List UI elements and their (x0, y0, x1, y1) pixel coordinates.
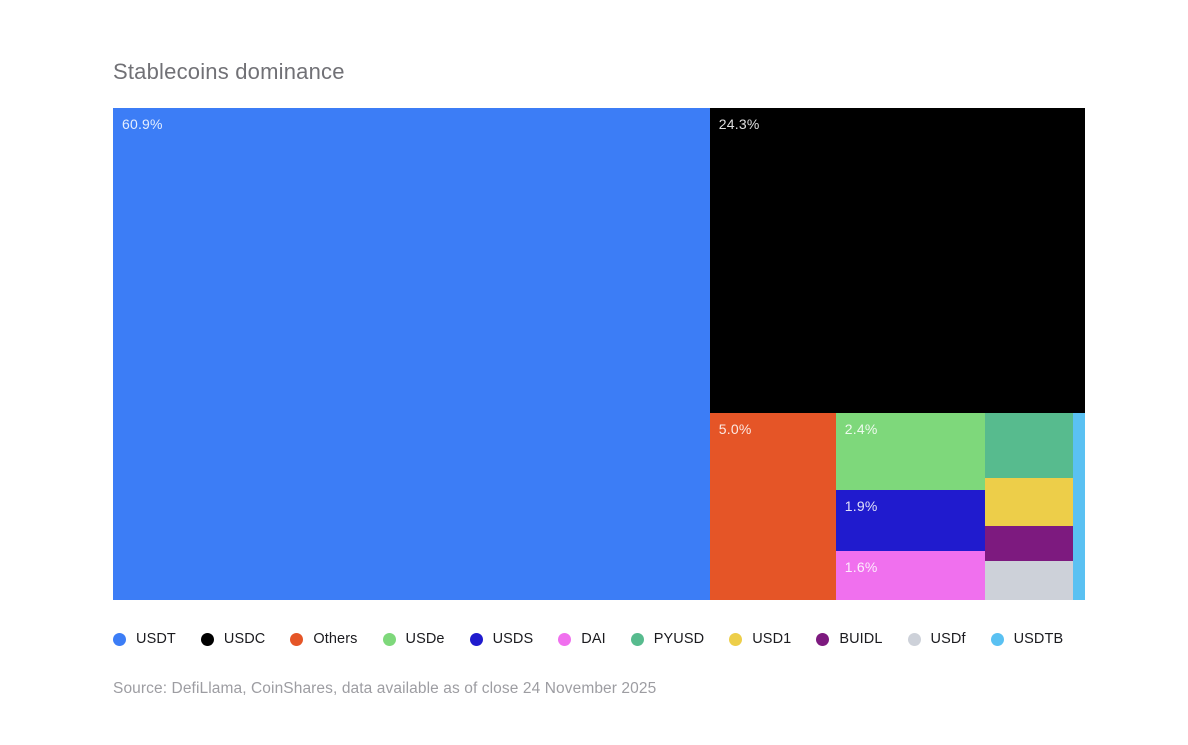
legend-label: PYUSD (653, 631, 705, 647)
legend-item-usdc[interactable]: USDC (200, 631, 266, 647)
legend-dot-icon (630, 632, 644, 646)
tile-value-label: 5.0% (718, 421, 752, 438)
tile-value-label: 1.9% (844, 498, 878, 515)
legend-dot-icon (290, 632, 304, 646)
legend-label: USD1 (752, 631, 792, 647)
source-caption: Source: DefiLlama, CoinShares, data avai… (113, 680, 657, 697)
legend-item-usds[interactable]: USDS (469, 631, 534, 647)
legend-dot-icon (469, 632, 483, 646)
tile-value-label: 1.6% (844, 559, 878, 576)
legend-item-pyusd[interactable]: PYUSD (630, 631, 705, 647)
chart-title: Stablecoins dominance (113, 59, 345, 84)
legend-item-usdt[interactable]: USDT (113, 631, 176, 647)
treemap-tile-others[interactable]: 5.0% (709, 413, 836, 600)
legend-item-usdf[interactable]: USDf (907, 631, 966, 647)
legend-item-usde[interactable]: USDe (382, 631, 445, 647)
treemap-tile-pyusd[interactable] (984, 413, 1073, 478)
legend-label: USDTB (1013, 631, 1064, 647)
legend-label: USDC (223, 631, 266, 647)
legend-dot-icon (990, 632, 1004, 646)
treemap-tile-usde[interactable]: 2.4% (835, 413, 985, 491)
treemap-tile-dai[interactable]: 1.6% (835, 551, 985, 600)
tile-value-label: 2.4% (844, 421, 878, 438)
legend-dot-icon (382, 632, 396, 646)
legend-label: Others (313, 631, 358, 647)
legend-label: DAI (581, 631, 606, 647)
treemap-tile-usdc[interactable]: 24.3% (709, 108, 1085, 414)
legend-item-dai[interactable]: DAI (558, 631, 606, 647)
legend-label: USDS (492, 631, 534, 647)
legend-dot-icon (907, 632, 921, 646)
treemap-tile-usd1[interactable] (984, 477, 1073, 526)
legend-item-usd1[interactable]: USD1 (729, 631, 791, 647)
legend-dot-icon (113, 632, 126, 646)
legend-dot-icon (816, 632, 830, 646)
legend-label: BUIDL (839, 631, 883, 647)
treemap-tile-usds[interactable]: 1.9% (835, 490, 985, 552)
tile-value-label: 24.3% (718, 116, 760, 132)
legend-label: USDe (405, 631, 445, 647)
treemap: 60.9% 24.3% 5.0% 2.4% 1.9% 1.6% (113, 108, 1085, 600)
treemap-tile-usdt[interactable]: 60.9% (113, 108, 710, 600)
legend-label: USDT (136, 631, 176, 647)
legend-dot-icon (200, 632, 214, 646)
treemap-tile-usdf[interactable] (984, 560, 1073, 600)
legend-dot-icon (558, 632, 572, 646)
legend-item-others[interactable]: Others (290, 631, 357, 647)
treemap-tile-usdtb[interactable] (1072, 413, 1085, 600)
legend-item-buidl[interactable]: BUIDL (816, 631, 882, 647)
chart-content: Stablecoins dominance 60.9% 24.3% 5.0% 2.4%… (113, 60, 1085, 698)
treemap-tile-buidl[interactable] (984, 526, 1073, 561)
tile-value-label: 60.9% (122, 116, 163, 132)
legend-dot-icon (729, 632, 743, 646)
legend: USDT USDC Others USDe USDS DAI PYUSD USD1 BUIDL U… (113, 631, 1085, 647)
legend-item-usdtb[interactable]: USDTB (990, 631, 1064, 647)
legend-label: USDf (930, 631, 966, 647)
